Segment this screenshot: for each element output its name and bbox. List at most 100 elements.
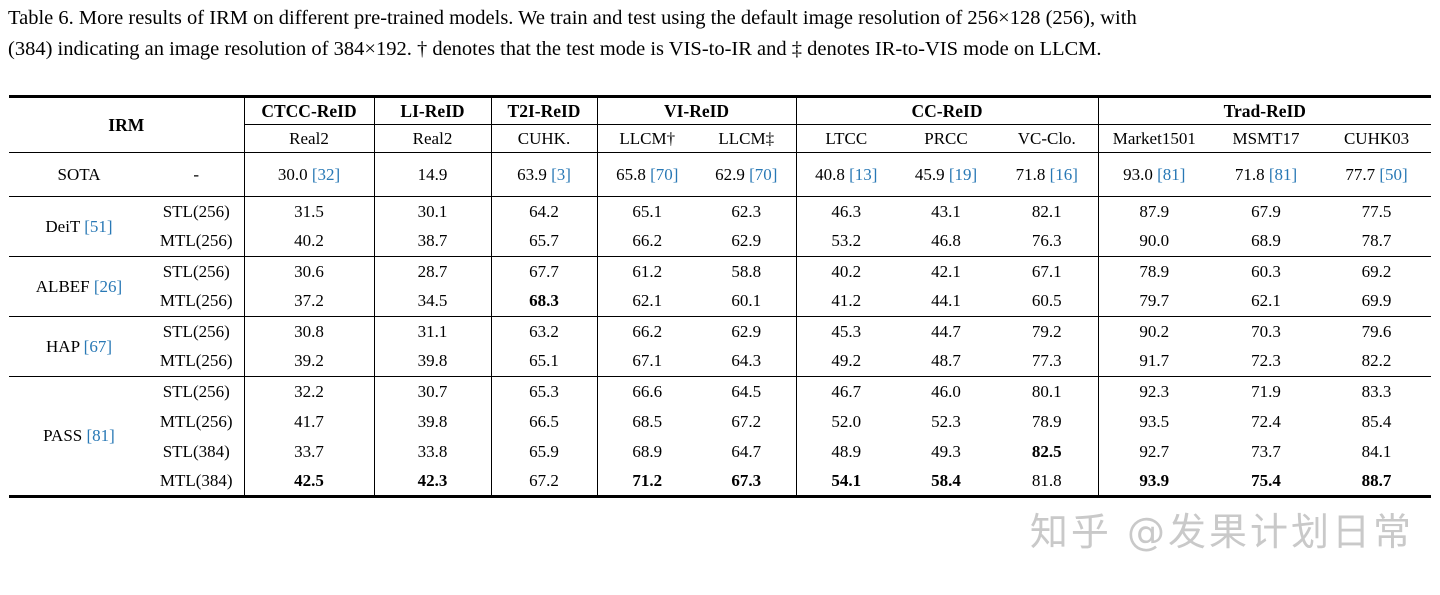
value-cell: 72.3 xyxy=(1251,351,1281,371)
model-name: DeiT xyxy=(45,216,81,236)
value-cell: 42.1 xyxy=(896,256,997,287)
value-cell: 30.8 xyxy=(243,316,374,347)
model-name-cell: PASS [81] xyxy=(9,376,149,497)
table-head: IRM CTCC-ReID LI-ReID T2I-ReID VI-ReID CC-ReI… xyxy=(9,96,1432,153)
value-cell: 76.3 xyxy=(1031,231,1062,251)
value-cell: 52.3 xyxy=(931,411,961,431)
value-cell: 85.4 xyxy=(1361,411,1392,431)
setting-cell: STL(256) xyxy=(149,316,244,347)
value-cell: 92.3 xyxy=(1097,376,1211,407)
value-cell: 93.9 xyxy=(1097,466,1211,497)
value-text: 65.8 xyxy=(616,164,646,184)
value-cell: 67.3 xyxy=(731,470,762,490)
value-cell: 79.6 xyxy=(1322,316,1432,347)
value-cell: 77.3 xyxy=(1031,351,1062,371)
header-group: VI-ReID xyxy=(596,96,797,125)
value-cell: 46.8 xyxy=(931,231,961,251)
value-cell: 71.9 xyxy=(1210,376,1323,407)
value-cell: 90.0 xyxy=(1097,226,1211,257)
header-sub: Real2 xyxy=(243,124,374,153)
value-cell: 46.7 xyxy=(795,376,897,407)
citation-link[interactable]: [13] xyxy=(849,164,878,184)
value-cell: 58.8 xyxy=(697,256,797,287)
model-row: MTL(256) 40.2 38.7 65.7 66.2 62.9 53.2 46.8 76.3… xyxy=(9,226,1431,257)
value-cell: 14.9 xyxy=(373,152,491,197)
header-group: CTCC-ReID xyxy=(243,96,374,125)
value-cell: 49.2 xyxy=(795,346,897,377)
header-sub: LLCM‡ xyxy=(697,124,797,153)
value-cell: 62.9 xyxy=(697,316,797,347)
value-cell: 77.7 [50] xyxy=(1322,152,1432,197)
value-cell: 42.5 xyxy=(243,466,374,497)
setting-cell: MTL(256) xyxy=(159,291,233,311)
value-cell: 62.9 [70] xyxy=(697,152,797,197)
citation-link[interactable]: [3] xyxy=(551,164,571,184)
value-cell: 64.2 xyxy=(490,196,597,227)
header-group: Trad-ReID xyxy=(1097,96,1432,125)
setting-cell: MTL(384) xyxy=(159,470,233,490)
value-cell: 60.3 xyxy=(1210,256,1323,287)
value-cell: 53.2 xyxy=(795,226,897,257)
header-group: CC-ReID xyxy=(795,96,1099,125)
citation-link[interactable]: [32] xyxy=(311,164,341,184)
value-cell: 64.5 xyxy=(697,376,797,407)
model-name: HAP xyxy=(46,336,80,356)
value-cell: 33.7 xyxy=(243,436,374,467)
setting-cell: STL(384) xyxy=(162,441,230,461)
value-cell: 84.1 xyxy=(1361,441,1392,461)
citation-link[interactable]: [70] xyxy=(749,164,778,184)
header-sub: LLCM† xyxy=(596,124,697,153)
value-text: 71.8 xyxy=(1234,164,1265,184)
value-text: 71.8 xyxy=(1015,164,1046,184)
model-row: ALBEF [26] STL(256) 30.6 28.7 67.7 61.2 58.8 40… xyxy=(9,256,1432,317)
citation-link[interactable]: [51] xyxy=(84,216,113,236)
value-text: 93.0 xyxy=(1123,164,1153,184)
citation-link[interactable]: [81] xyxy=(1157,164,1186,184)
citation-link[interactable]: [81] xyxy=(1268,164,1298,184)
value-cell: 28.7 xyxy=(373,256,491,287)
value-cell: 71.8 [16] xyxy=(996,152,1099,197)
value-cell: 46.0 xyxy=(896,376,997,407)
value-cell: 61.2 xyxy=(596,256,697,287)
model-row: HAP [67] STL(256) 30.8 31.1 63.2 66.2 62.9 45.3… xyxy=(9,316,1432,377)
citation-link[interactable]: [16] xyxy=(1049,164,1078,184)
value-cell: 75.4 xyxy=(1251,470,1281,490)
citation-link[interactable]: [70] xyxy=(650,164,679,184)
value-cell: 88.7 xyxy=(1361,470,1392,490)
header-sub: MSMT17 xyxy=(1210,124,1323,153)
value-cell: 92.7 xyxy=(1097,436,1211,467)
value-cell: 34.5 xyxy=(373,286,491,317)
value-cell: 69.9 xyxy=(1361,291,1392,311)
value-cell: 81.8 xyxy=(1031,470,1062,490)
value-cell: 79.2 xyxy=(996,316,1099,347)
value-cell: 87.9 xyxy=(1097,196,1211,227)
value-cell: 44.7 xyxy=(896,316,997,347)
value-cell: 67.9 xyxy=(1210,196,1323,227)
value-cell: 78.9 xyxy=(1097,256,1211,287)
value-cell: 91.7 xyxy=(1097,346,1211,377)
citation-link[interactable]: [26] xyxy=(93,276,123,296)
citation-link[interactable]: [81] xyxy=(86,426,115,445)
citation-link[interactable]: [19] xyxy=(948,164,978,184)
header-sub: VC-Clo. xyxy=(996,124,1099,153)
model-row: MTL(384) 42.5 42.3 67.2 71.2 67.3 54.1 58.4 81.8… xyxy=(9,466,1431,497)
value-cell: 49.3 xyxy=(931,441,961,461)
value-cell: 65.1 xyxy=(490,346,597,377)
value-cell: 65.3 xyxy=(490,376,597,407)
citation-link[interactable]: [67] xyxy=(83,336,112,356)
setting-cell: STL(256) xyxy=(149,196,244,227)
setting-cell: MTL(256) xyxy=(159,411,233,431)
model-row: DeiT [51] STL(256) 31.5 30.1 64.2 65.1 62.3 46.… xyxy=(9,196,1432,257)
header-sub: LTCC xyxy=(795,124,897,153)
value-cell: 68.9 xyxy=(1251,231,1281,251)
value-cell: 54.1 xyxy=(795,466,897,497)
setting-cell: STL(256) xyxy=(149,256,244,287)
value-cell: 78.7 xyxy=(1361,231,1392,251)
value-cell: 64.3 xyxy=(731,351,762,371)
value-cell: 66.6 xyxy=(596,376,697,407)
value-cell: 33.8 xyxy=(373,436,491,467)
table-caption: Table 6. More results of IRM on differen… xyxy=(8,3,1438,65)
citation-link[interactable]: [50] xyxy=(1379,164,1408,184)
value-cell: 65.8 [70] xyxy=(596,152,697,197)
sota-setting-cell: - xyxy=(149,152,244,197)
